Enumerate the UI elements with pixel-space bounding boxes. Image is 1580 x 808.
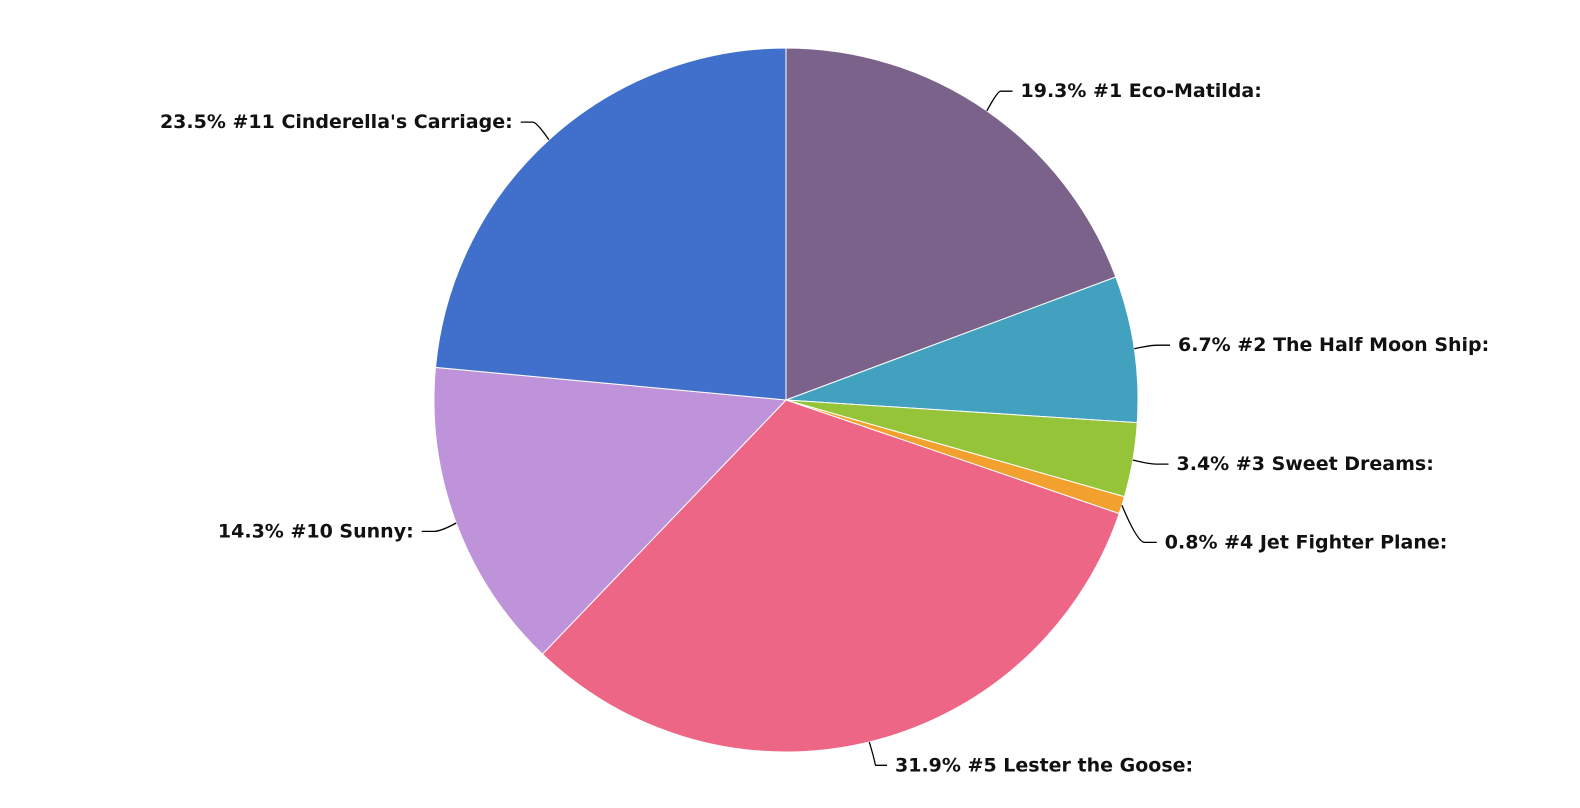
slice-label: 14.3% #10 Sunny: — [218, 520, 414, 542]
slice-label: 23.5% #11 Cinderella's Carriage: — [160, 111, 513, 133]
pie-slice — [434, 47, 787, 401]
slice-label: 0.8% #4 Jet Fighter Plane: — [1165, 531, 1448, 553]
slice-leader-line — [868, 741, 887, 766]
slice-leader-line — [1132, 459, 1169, 465]
pie-slices — [433, 47, 1139, 753]
slice-leader-line — [421, 522, 457, 533]
slice-label: 19.3% #1 Eco-Matilda: — [1021, 80, 1262, 102]
slice-leader-line — [1134, 344, 1170, 350]
slice-leader-line — [520, 121, 550, 141]
pie-slice — [433, 366, 788, 655]
slice-label: 31.9% #5 Lester the Goose: — [895, 754, 1193, 776]
slice-leader-line — [1121, 504, 1157, 544]
pie-labels: 19.3% #1 Eco-Matilda: 6.7% #2 The Half Mo… — [160, 80, 1489, 776]
slice-label: 3.4% #3 Sweet Dreams: — [1177, 453, 1434, 475]
slice-leader-line — [986, 90, 1013, 112]
slice-label: 6.7% #2 The Half Moon Ship: — [1178, 334, 1489, 356]
